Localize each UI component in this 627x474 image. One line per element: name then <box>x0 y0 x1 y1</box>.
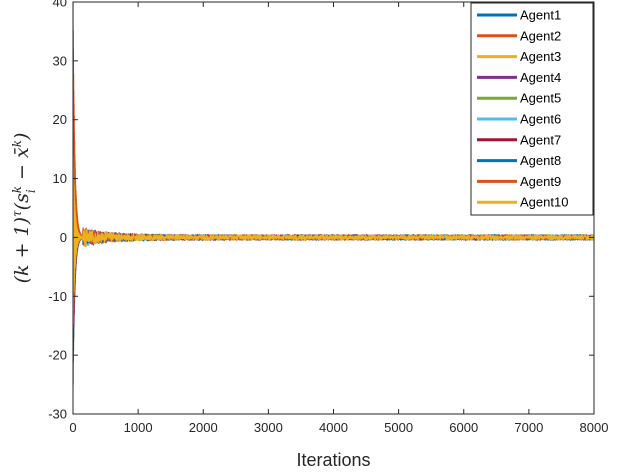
y-tick-label: 20 <box>53 112 67 127</box>
series-line-agent8 <box>73 204 594 327</box>
x-tick-label: 7000 <box>514 420 543 435</box>
legend-label: Agent10 <box>520 195 568 210</box>
legend-label: Agent7 <box>520 132 561 147</box>
x-tick-label: 1000 <box>124 420 153 435</box>
y-tick-label: 10 <box>53 171 67 186</box>
legend-box <box>470 2 594 216</box>
x-tick-label: 2000 <box>189 420 218 435</box>
legend-label: Agent1 <box>520 8 561 23</box>
x-tick-label: 6000 <box>449 420 478 435</box>
legend-label: Agent4 <box>520 70 561 85</box>
x-tick-label: 0 <box>69 420 76 435</box>
x-tick-label: 4000 <box>319 420 348 435</box>
x-axis-label: Iterations <box>296 450 370 470</box>
y-axis-label: (k + 1)τ(sik − x̄k) <box>10 133 38 284</box>
y-tick-label: 40 <box>53 0 67 10</box>
legend-label: Agent8 <box>520 153 561 168</box>
legend-label: Agent6 <box>520 112 561 127</box>
y-tick-label: 0 <box>60 230 67 245</box>
legend: Agent1 Agent2 Agent3 Agent4 Agent5 Agent6 Agen… <box>470 2 594 216</box>
x-tick-label: 8000 <box>580 420 609 435</box>
y-tick-label: 30 <box>53 53 67 68</box>
x-tick-label: 3000 <box>254 420 283 435</box>
y-tick-label: -30 <box>48 407 67 422</box>
legend-label: Agent2 <box>520 28 561 43</box>
y-tick-label: -10 <box>48 289 67 304</box>
legend-label: Agent9 <box>520 174 561 189</box>
ticks-layer: 0 1000 2000 3000 4000 5000 6000 7000 8000 -30 -20 -… <box>48 0 608 435</box>
legend-label: Agent3 <box>520 49 561 64</box>
y-tick-label: -20 <box>48 348 67 363</box>
series-line-agent10 <box>73 153 594 329</box>
series-layer <box>73 2 594 385</box>
x-tick-label: 5000 <box>384 420 413 435</box>
legend-label: Agent5 <box>520 91 561 106</box>
